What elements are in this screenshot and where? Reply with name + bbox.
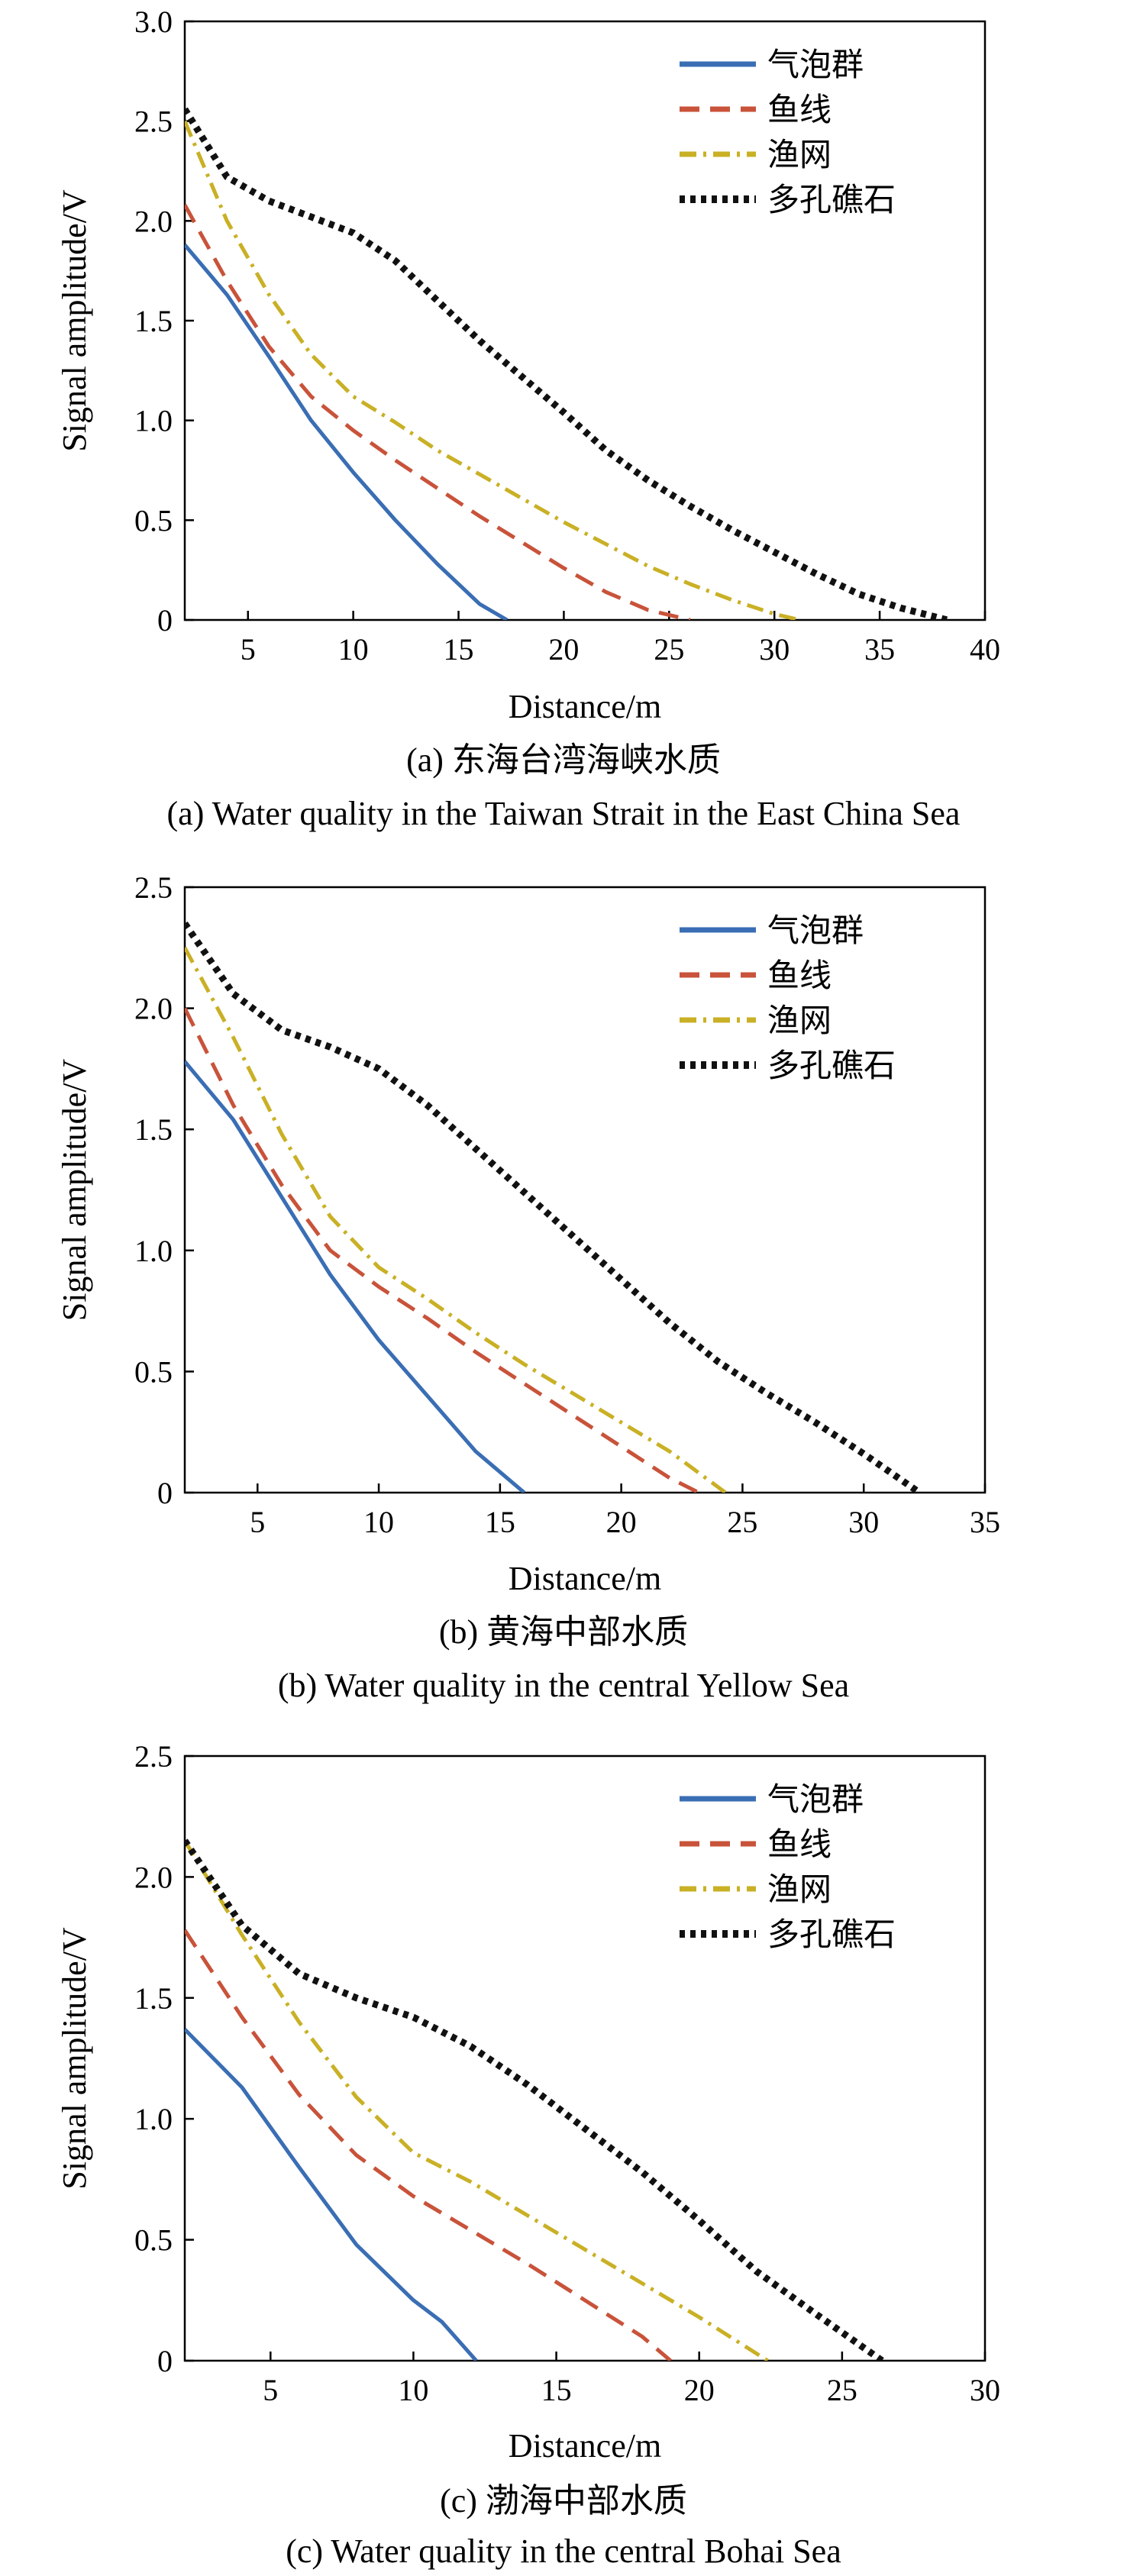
legend-label: 气泡群 bbox=[767, 912, 864, 949]
plot-frame bbox=[183, 886, 987, 1494]
x-tick-label: 20 bbox=[548, 632, 579, 667]
legend-label: 渔网 bbox=[767, 136, 832, 173]
x-tick-label: 15 bbox=[444, 632, 474, 667]
legend-label: 多孔礁石 bbox=[767, 181, 896, 218]
y-axis-label: Signal amplitude/V bbox=[56, 189, 93, 452]
x-tick-label: 30 bbox=[759, 632, 790, 667]
x-tick-label: 5 bbox=[250, 1505, 265, 1539]
y-tick-label: 0 bbox=[157, 603, 173, 638]
chart-panel-b: 0 0.5 1.0 1.5 2.0 2.5 5 10 15 20 25 30 35 气泡群鱼线渔网多孔礁石… bbox=[56, 870, 1000, 1704]
y-tick-label: 1.5 bbox=[134, 304, 173, 338]
caption-english: (a) Water quality in the Taiwan Strait i… bbox=[167, 795, 961, 832]
y-tick-label: 0 bbox=[157, 1476, 173, 1510]
y-tick-label: 1.0 bbox=[134, 1234, 173, 1268]
y-axis-label: Signal amplitude/V bbox=[56, 1059, 93, 1322]
y-tick-label: 0.5 bbox=[134, 2223, 173, 2258]
y-tick-label: 2.5 bbox=[134, 1739, 173, 1774]
x-tick-label: 40 bbox=[970, 632, 1000, 667]
series-line-2 bbox=[185, 204, 691, 620]
legend-label: 渔网 bbox=[767, 1002, 832, 1039]
x-tick-label: 20 bbox=[606, 1505, 637, 1539]
legend-label: 鱼线 bbox=[767, 91, 832, 128]
series-line-1 bbox=[185, 2028, 478, 2361]
legend-label: 气泡群 bbox=[767, 46, 864, 83]
y-axis-label: Signal amplitude/V bbox=[56, 1927, 93, 2190]
y-tick-label: 2.5 bbox=[134, 870, 173, 905]
x-tick-label: 25 bbox=[654, 632, 684, 667]
x-tick-label: 5 bbox=[241, 632, 256, 667]
caption-english: (c) Water quality in the central Bohai S… bbox=[286, 2532, 841, 2570]
series-line-1 bbox=[185, 1060, 526, 1493]
caption-english: (b) Water quality in the central Yellow … bbox=[278, 1667, 849, 1704]
y-tick-label: 1.5 bbox=[134, 1112, 173, 1147]
series-line-4 bbox=[185, 1838, 884, 2361]
series-line-4 bbox=[185, 922, 922, 1493]
x-tick-label: 10 bbox=[398, 2373, 428, 2407]
y-tick-label: 2.0 bbox=[134, 992, 173, 1026]
x-tick-label: 10 bbox=[363, 1505, 394, 1539]
x-tick-label: 5 bbox=[263, 2373, 278, 2407]
caption-chinese: (c) 渤海中部水质 bbox=[440, 2482, 687, 2520]
x-tick-label: 15 bbox=[485, 1505, 515, 1539]
x-tick-label: 25 bbox=[727, 1505, 757, 1539]
plot-frame bbox=[183, 20, 987, 621]
x-axis-label: Distance/m bbox=[509, 2427, 661, 2465]
chart-panel-a: 0 0.5 1.0 1.5 2.0 2.5 3.0 5 10 15 20 25 30 35 40 气泡群鱼线渔… bbox=[56, 5, 1000, 832]
y-tick-label: 0 bbox=[157, 2344, 173, 2378]
x-tick-label: 30 bbox=[970, 2373, 1000, 2407]
legend-label: 渔网 bbox=[767, 1871, 832, 1908]
series-line-3 bbox=[185, 947, 727, 1493]
x-tick-label: 35 bbox=[970, 1505, 1000, 1539]
series-line-3 bbox=[185, 1839, 769, 2361]
x-tick-label: 35 bbox=[864, 632, 895, 667]
y-tick-label: 1.5 bbox=[134, 1981, 173, 2016]
x-axis-label: Distance/m bbox=[509, 688, 661, 725]
y-tick-label: 2.0 bbox=[134, 1860, 173, 1894]
legend-label: 多孔礁石 bbox=[767, 1047, 896, 1084]
caption-chinese: (b) 黄海中部水质 bbox=[439, 1613, 688, 1651]
y-tick-label: 2.5 bbox=[134, 105, 173, 139]
series-line-2 bbox=[185, 1007, 700, 1493]
legend-label: 气泡群 bbox=[767, 1780, 864, 1818]
series-line-1 bbox=[185, 244, 509, 620]
y-tick-label: 3.0 bbox=[134, 5, 173, 39]
x-tick-label: 25 bbox=[827, 2373, 857, 2407]
y-tick-label: 2.0 bbox=[134, 204, 173, 238]
x-tick-label: 30 bbox=[848, 1505, 879, 1539]
caption-chinese: (a) 东海台湾海峡水质 bbox=[406, 741, 721, 779]
y-tick-label: 0.5 bbox=[134, 1354, 173, 1389]
x-tick-label: 15 bbox=[541, 2373, 572, 2407]
series-line-2 bbox=[185, 1929, 672, 2361]
series-line-4 bbox=[185, 107, 948, 620]
legend-label: 多孔礁石 bbox=[767, 1916, 896, 1953]
legend-label: 鱼线 bbox=[767, 957, 832, 994]
plot-frame bbox=[183, 1754, 987, 2362]
x-tick-label: 10 bbox=[338, 632, 369, 667]
y-tick-label: 0.5 bbox=[134, 503, 173, 537]
x-axis-label: Distance/m bbox=[509, 1560, 661, 1597]
y-tick-label: 1.0 bbox=[134, 404, 173, 438]
legend-label: 鱼线 bbox=[767, 1825, 832, 1863]
y-tick-label: 1.0 bbox=[134, 2102, 173, 2136]
x-tick-label: 20 bbox=[684, 2373, 715, 2407]
